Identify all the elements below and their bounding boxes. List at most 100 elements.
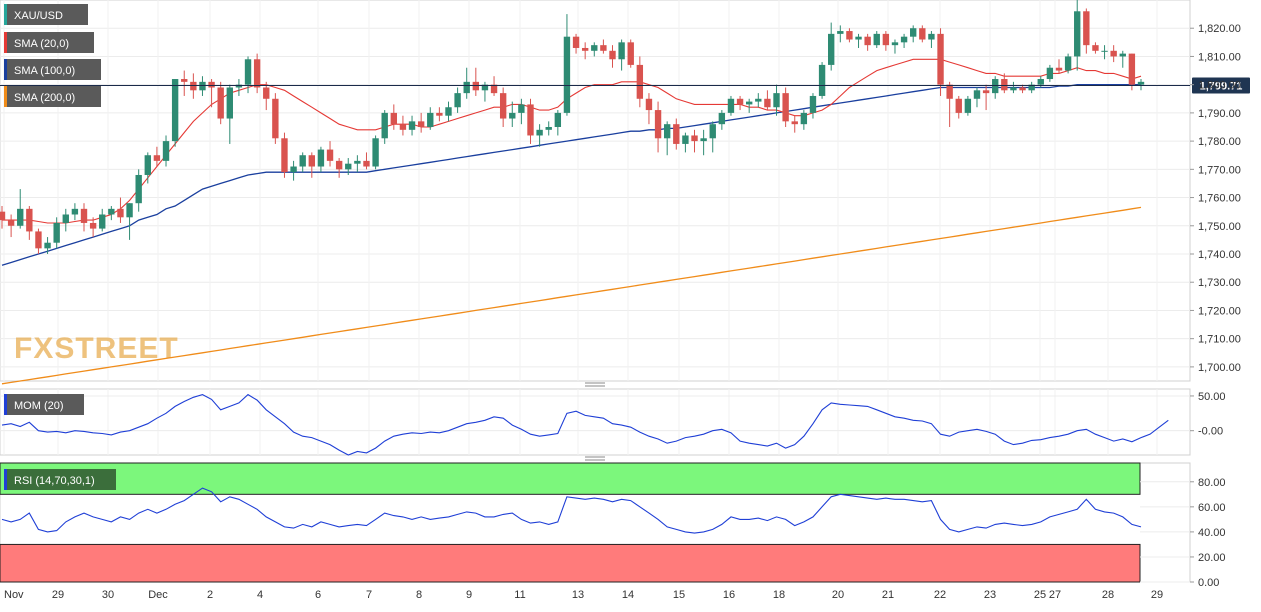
candle xyxy=(299,152,306,173)
candle xyxy=(709,121,716,153)
candle-body xyxy=(454,93,461,108)
candle xyxy=(381,110,388,144)
candle-body xyxy=(645,98,653,111)
candle-body xyxy=(99,214,106,229)
candle-body xyxy=(390,112,398,125)
panel-resize-handle[interactable] xyxy=(585,382,605,387)
candle-body xyxy=(53,222,60,243)
candle xyxy=(982,84,990,111)
candle xyxy=(1046,64,1054,82)
candle-body xyxy=(481,84,489,91)
mom-tick-label: 50.00 xyxy=(1198,391,1226,403)
candle-body xyxy=(472,81,480,91)
x-tick-label: 2 xyxy=(207,589,213,601)
candle xyxy=(618,39,625,71)
candle-body xyxy=(1128,53,1136,85)
candle xyxy=(645,93,653,125)
candle xyxy=(17,189,24,229)
price-tick-label: 1,710.00 xyxy=(1198,334,1241,346)
candle-body xyxy=(864,36,871,46)
candle-body xyxy=(855,36,862,40)
candle-body xyxy=(691,135,698,142)
candle-body xyxy=(618,42,625,60)
candle xyxy=(354,155,361,173)
candle-body xyxy=(1119,53,1126,57)
sma-20-line xyxy=(2,58,1142,224)
candle xyxy=(1010,81,1017,94)
candle xyxy=(235,79,243,96)
candle-body xyxy=(108,208,115,215)
candle-body xyxy=(545,127,552,130)
price-tick-label: 1,790.00 xyxy=(1198,108,1241,120)
candle xyxy=(691,129,698,153)
legend-item[interactable]: SMA (200,0) xyxy=(4,86,101,107)
legend-color-swatch xyxy=(4,32,7,53)
candle xyxy=(964,95,972,116)
candle-body xyxy=(335,160,343,170)
candle xyxy=(390,104,398,130)
panel-resize-handle[interactable] xyxy=(585,456,605,461)
candle xyxy=(755,93,762,108)
candle-body xyxy=(7,220,15,226)
candle xyxy=(700,129,707,156)
candle xyxy=(891,39,899,54)
rsi-legend-label: RSI (14,70,30,1) xyxy=(14,475,95,487)
candle xyxy=(800,110,808,130)
candle xyxy=(764,90,771,111)
candle xyxy=(117,197,124,223)
candle-body xyxy=(800,112,808,125)
candle xyxy=(290,160,297,181)
candle-body xyxy=(1110,50,1117,57)
x-tick-label: 21 xyxy=(882,589,894,601)
legend-item[interactable]: XAU/USD xyxy=(4,4,88,25)
candle-body xyxy=(846,31,853,40)
x-tick-label: 6 xyxy=(315,589,321,601)
candle-body xyxy=(727,98,735,113)
candle-body xyxy=(946,84,953,99)
candle xyxy=(1074,0,1081,71)
candle-body xyxy=(190,81,197,91)
candle xyxy=(71,203,79,221)
candle xyxy=(144,152,151,184)
candle xyxy=(536,124,543,147)
price-tick-label: 1,740.00 xyxy=(1198,249,1241,261)
candle-body xyxy=(636,64,644,99)
mom-legend[interactable]: MOM (20) xyxy=(4,394,84,415)
legend-item[interactable]: SMA (20,0) xyxy=(4,32,94,53)
candle-body xyxy=(609,50,616,60)
candle xyxy=(181,70,188,96)
candle xyxy=(1101,45,1108,60)
candle xyxy=(663,121,671,156)
x-tick-label: 29 xyxy=(1151,589,1163,601)
rsi-tick-label: 20.00 xyxy=(1198,552,1226,564)
candle-body xyxy=(709,124,716,139)
price-tick-label: 1,800.00 xyxy=(1198,80,1241,92)
price-tick-label: 1,780.00 xyxy=(1198,136,1241,148)
candle xyxy=(1083,8,1090,54)
candle xyxy=(946,81,953,127)
candle-body xyxy=(509,112,516,119)
candle xyxy=(518,98,525,125)
candle xyxy=(591,42,598,57)
candle-body xyxy=(427,112,434,127)
candle-body xyxy=(308,155,315,167)
legend-item[interactable]: SMA (100,0) xyxy=(4,59,101,80)
candle-body xyxy=(162,141,170,161)
price-tick-label: 1,820.00 xyxy=(1198,23,1241,35)
rsi-legend[interactable]: RSI (14,70,30,1) xyxy=(4,469,116,490)
candle-body xyxy=(1001,79,1008,91)
candle-body xyxy=(71,208,79,215)
x-tick-label: 7 xyxy=(366,589,372,601)
candle-body xyxy=(745,101,753,105)
price-tick-label: 1,750.00 xyxy=(1198,221,1241,233)
candle xyxy=(563,14,571,116)
candle xyxy=(581,42,589,60)
candle xyxy=(208,79,215,108)
candle xyxy=(773,84,780,116)
candle xyxy=(171,79,179,147)
candle xyxy=(873,31,880,48)
candle-body xyxy=(1028,84,1035,91)
candle xyxy=(463,67,470,99)
legend-color-swatch xyxy=(4,86,7,107)
legend-chip xyxy=(4,86,101,107)
